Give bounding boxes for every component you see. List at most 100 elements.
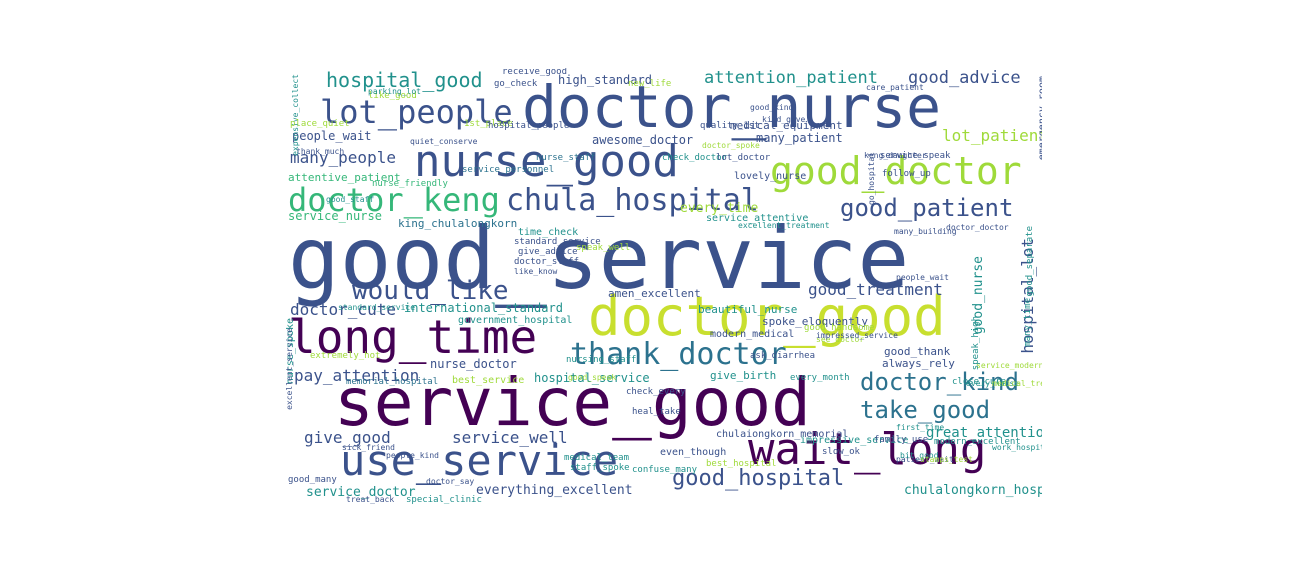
cloud-word: go_check bbox=[494, 79, 538, 89]
cloud-word: lot_patient bbox=[942, 126, 1042, 145]
cloud-word: keng_daughter bbox=[864, 151, 927, 160]
cloud-word: like_know bbox=[514, 267, 558, 276]
cloud-word: parking_lot bbox=[368, 87, 421, 96]
cloud-word: impressive_service bbox=[800, 435, 909, 446]
cloud-word: doctor_keng bbox=[288, 181, 500, 219]
cloud-word: speak_high bbox=[971, 316, 981, 371]
cloud-word: stamps_test bbox=[920, 455, 973, 464]
cloud-word: good_speak bbox=[568, 373, 617, 382]
cloud-word: service_speak bbox=[880, 151, 951, 161]
cloud-word: standard_service bbox=[514, 237, 601, 247]
cloud-word: hospital_people bbox=[488, 121, 570, 131]
cloud-word: service_doctor bbox=[306, 485, 416, 500]
cloud-word: good_hospital bbox=[672, 466, 845, 491]
cloud-word: like_good bbox=[368, 91, 417, 101]
cloud-word: sick_friend bbox=[342, 443, 395, 452]
cloud-word: good_kind bbox=[750, 103, 794, 112]
cloud-word: excellent_treatment bbox=[738, 221, 830, 230]
cloud-word: good_many bbox=[288, 475, 337, 485]
cloud-word: doctor_say bbox=[426, 477, 475, 486]
cloud-word: would_like bbox=[352, 276, 509, 306]
cloud-word: great_attention bbox=[926, 425, 1042, 441]
cloud-word: nurse_doctor bbox=[430, 357, 517, 371]
cloud-word: medical_treatment bbox=[992, 379, 1042, 388]
cloud-word: many_patient bbox=[756, 131, 843, 145]
cloud-word: everything_excellent bbox=[476, 483, 633, 498]
cloud-word: chulalongkorn_hospital bbox=[904, 483, 1042, 498]
cloud-word: wait_long bbox=[748, 424, 987, 475]
cloud-word: kind_give bbox=[762, 115, 806, 124]
cloud-word: people_kind bbox=[386, 451, 439, 460]
cloud-word: king_chulalongkorn bbox=[398, 217, 518, 230]
cloud-word: good_staff bbox=[326, 195, 375, 204]
cloud-word: long_time bbox=[288, 310, 538, 364]
cloud-word: see_doctor bbox=[816, 335, 865, 344]
cloud-word: doctor_kind bbox=[860, 368, 1019, 396]
cloud-word: take_good bbox=[860, 396, 991, 424]
cloud-word: confuse_many bbox=[632, 465, 698, 475]
cloud-word: first_time bbox=[896, 423, 945, 432]
cloud-word: expensive_collect bbox=[291, 74, 300, 156]
cloud-word: chula_hospital bbox=[506, 183, 759, 218]
cloud-word: family_use bbox=[874, 435, 929, 445]
cloud-word: high_standard bbox=[558, 73, 652, 87]
cloud-word: best_service bbox=[452, 375, 525, 386]
cloud-word: standard_service bbox=[338, 303, 416, 312]
cloud-word: awesome_doctor bbox=[592, 133, 694, 147]
cloud-word: best_hospital bbox=[706, 459, 777, 469]
cloud-word: excellent_service bbox=[286, 328, 294, 410]
cloud-word: good_separate bbox=[1025, 226, 1035, 297]
cloud-word: good_advice bbox=[908, 68, 1021, 88]
cloud-word: good_thank bbox=[884, 345, 951, 358]
cloud-word: attentive_patient bbox=[288, 171, 401, 184]
cloud-word: international_standard bbox=[404, 301, 563, 315]
cloud-word: patient_wait bbox=[896, 455, 954, 464]
cloud-word: medical_team bbox=[564, 453, 630, 463]
cloud-word: amen_excellent bbox=[608, 287, 701, 300]
cloud-word: impressed_service bbox=[816, 331, 898, 340]
cloud-word: many_time bbox=[1023, 298, 1033, 347]
cloud-word: doctor_cute bbox=[290, 300, 396, 319]
cloud-word: lot_doctor bbox=[716, 153, 771, 163]
cloud-word: care_patient bbox=[866, 83, 924, 92]
cloud-word: nurse_good bbox=[414, 136, 679, 187]
cloud-word: special_clinic bbox=[406, 495, 482, 505]
cloud-word: ask_diarrhea bbox=[750, 351, 816, 361]
cloud-word: service_attentive bbox=[706, 213, 809, 224]
cloud-word: thank_much bbox=[296, 147, 345, 156]
cloud-word: hospital_service bbox=[534, 371, 650, 385]
cloud-word: spoke_eloquently bbox=[762, 315, 868, 328]
word-cloud: good_service doctor_nurse nurse_good doctor… bbox=[286, 68, 1042, 510]
cloud-word: nurse_friendly bbox=[372, 179, 448, 189]
cloud-word: memorial_hospital bbox=[346, 377, 439, 387]
cloud-word: bit_good bbox=[900, 451, 939, 460]
cloud-word: doctor_nurse bbox=[522, 73, 942, 141]
cloud-word: extremely_hot bbox=[310, 351, 381, 361]
cloud-word: attention_patient bbox=[704, 68, 878, 88]
cloud-word: medical_equipment bbox=[730, 119, 843, 132]
cloud-word: good_handsome bbox=[804, 323, 875, 333]
cloud-word: staff_spoke bbox=[570, 463, 630, 473]
cloud-word: many_building bbox=[894, 227, 957, 236]
cloud-word: pay_attention bbox=[294, 366, 420, 385]
cloud-word: doctor_good bbox=[588, 285, 946, 348]
cloud-word: lot_people bbox=[320, 93, 513, 131]
cloud-word: place_quiet bbox=[290, 119, 350, 129]
cloud-word: treat_back bbox=[346, 495, 395, 504]
cloud-word: good_treatment bbox=[808, 280, 943, 299]
cloud-word: 1st_place bbox=[464, 119, 513, 129]
cloud-word: even_though bbox=[660, 447, 727, 458]
cloud-word: new_life bbox=[628, 79, 672, 89]
cloud-word: government_hospital bbox=[458, 315, 573, 326]
cloud-word: check_doctor bbox=[662, 153, 728, 163]
cloud-word: doctor_doctor bbox=[946, 223, 1009, 232]
cloud-word: service_personnel bbox=[462, 165, 555, 175]
cloud-word: good_patient bbox=[840, 194, 1014, 222]
cloud-word: work_hospital bbox=[992, 443, 1042, 452]
cloud-word: every_time bbox=[680, 201, 759, 216]
cloud-word: service_good bbox=[334, 364, 811, 441]
cloud-word: every_month bbox=[790, 373, 850, 383]
cloud-word: give_good bbox=[304, 428, 391, 447]
cloud-word: receive_good bbox=[502, 68, 568, 77]
cloud-word: slow_ok bbox=[822, 447, 860, 457]
